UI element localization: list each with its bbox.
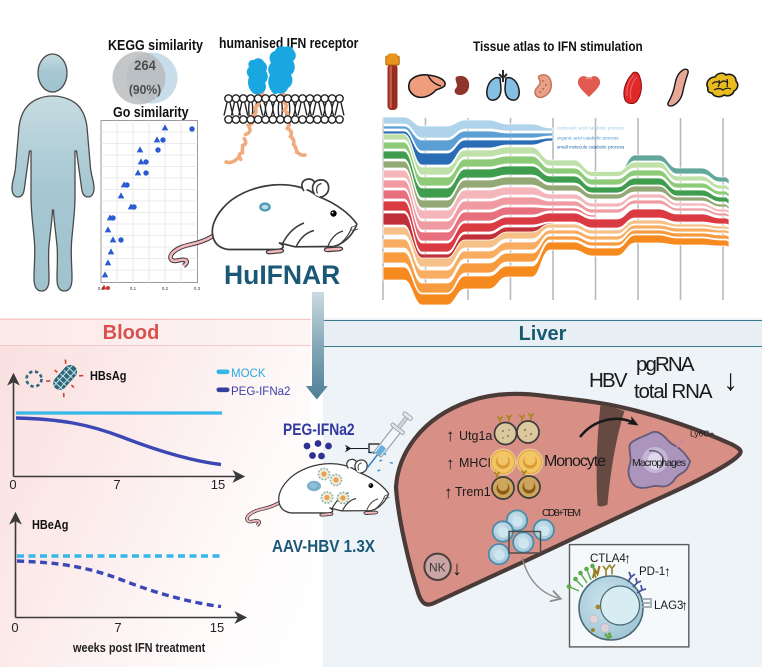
svg-text:total RNA: total RNA <box>634 380 713 403</box>
svg-text:7: 7 <box>114 620 121 635</box>
svg-text:↑: ↑ <box>446 426 455 445</box>
svg-text:CTLA4: CTLA4 <box>590 553 626 565</box>
svg-text:organic acid catabolic process: organic acid catabolic process <box>557 136 619 141</box>
svg-text:(90%): (90%) <box>129 83 161 97</box>
svg-text:↑: ↑ <box>664 563 671 579</box>
svg-text:CD8+TEM: CD8+TEM <box>542 507 581 519</box>
svg-text:↑: ↑ <box>446 454 455 473</box>
svg-text:Monocyte: Monocyte <box>544 453 606 470</box>
svg-text:15: 15 <box>210 620 224 635</box>
svg-text:0: 0 <box>11 620 18 635</box>
svg-text:MOCK: MOCK <box>231 368 266 380</box>
svg-text:0.3: 0.3 <box>194 286 201 291</box>
svg-text:PEG-IFNa2: PEG-IFNa2 <box>231 386 290 398</box>
svg-text:Ly6C+: Ly6C+ <box>690 429 715 439</box>
svg-text:Macrophages: Macrophages <box>632 457 686 469</box>
svg-text:PD-1: PD-1 <box>639 566 665 578</box>
svg-text:0.2: 0.2 <box>162 286 169 291</box>
svg-text:264: 264 <box>134 58 156 74</box>
svg-text:↑: ↑ <box>681 597 688 613</box>
svg-text:Utg1a: Utg1a <box>459 429 492 443</box>
svg-text:15: 15 <box>211 477 225 492</box>
svg-text:HBV: HBV <box>589 369 628 392</box>
svg-text:0.0: 0.0 <box>98 286 105 291</box>
svg-text:MHCI: MHCI <box>459 456 491 470</box>
svg-text:NK: NK <box>429 561 446 575</box>
svg-text:0.1: 0.1 <box>130 286 137 291</box>
svg-text:↓: ↓ <box>723 364 738 397</box>
svg-text:↑: ↑ <box>444 483 453 502</box>
svg-text:LAG3: LAG3 <box>654 600 683 612</box>
svg-text:pgRNA: pgRNA <box>636 353 695 376</box>
svg-text:carboxylic acid catabolic proc: carboxylic acid catabolic process <box>557 126 625 131</box>
svg-text:↓: ↓ <box>452 558 462 580</box>
svg-text:Trem1: Trem1 <box>455 485 491 499</box>
svg-text:↑: ↑ <box>624 550 631 566</box>
svg-text:7: 7 <box>113 477 120 492</box>
svg-text:0: 0 <box>9 477 16 492</box>
svg-text:small molecule catabolic proce: small molecule catabolic process <box>557 145 625 150</box>
